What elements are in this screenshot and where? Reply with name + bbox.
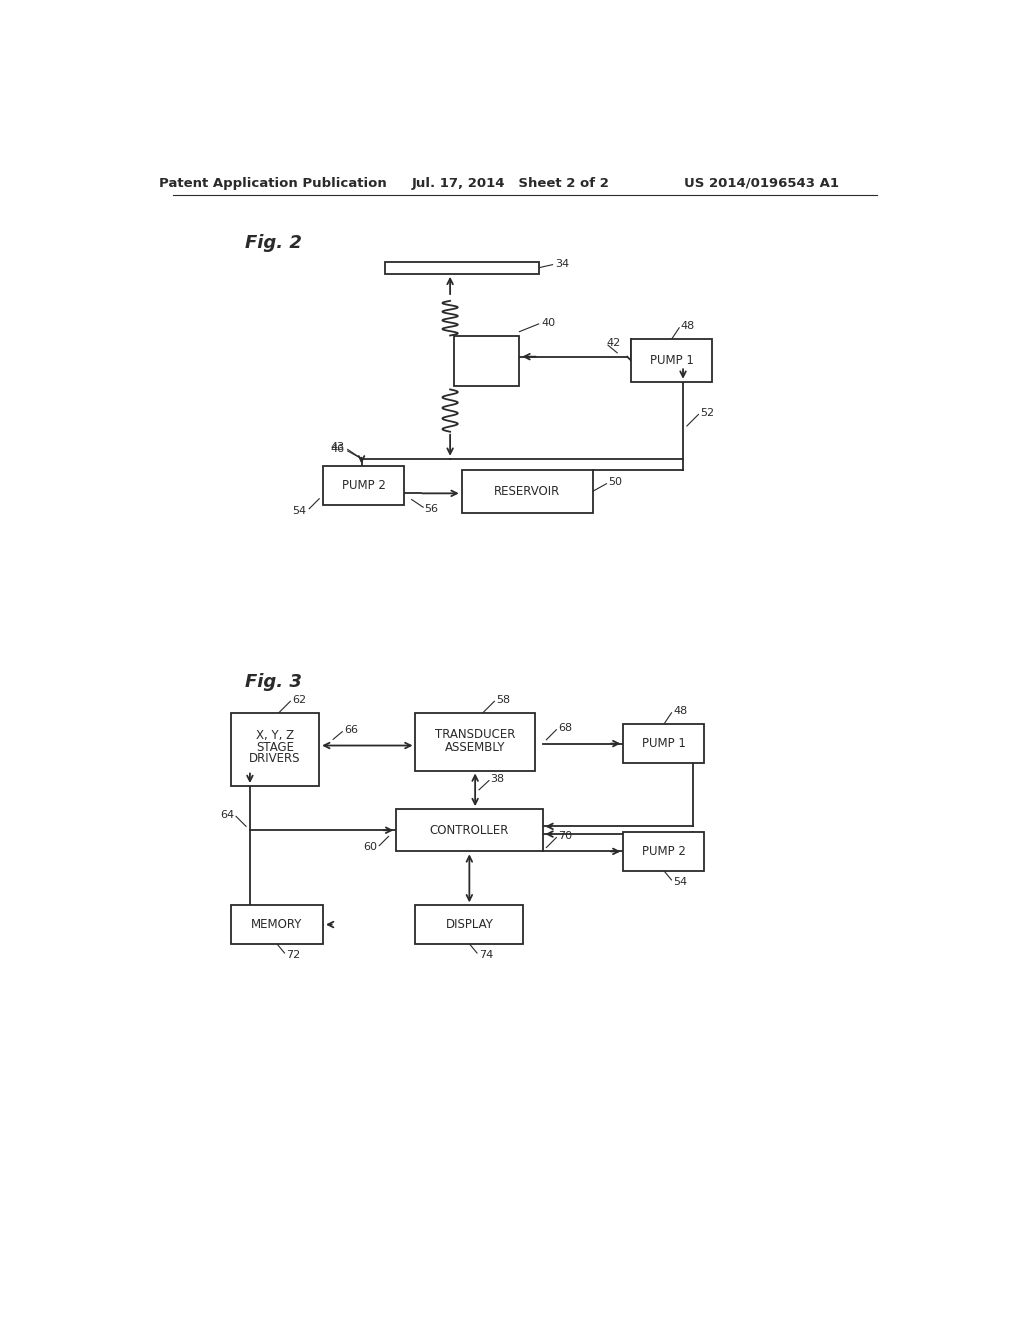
Text: 54: 54 <box>292 506 306 516</box>
Text: 52: 52 <box>700 408 714 418</box>
Bar <box>631 339 712 381</box>
Bar <box>385 261 539 275</box>
Bar <box>230 906 323 944</box>
Text: 62: 62 <box>292 694 306 705</box>
Text: X, Y, Z: X, Y, Z <box>256 729 294 742</box>
Text: 54: 54 <box>673 878 687 887</box>
Text: DRIVERS: DRIVERS <box>249 752 301 766</box>
Text: 38: 38 <box>490 774 505 784</box>
Text: PUMP 2: PUMP 2 <box>342 479 385 492</box>
Bar <box>230 713 319 785</box>
Bar <box>416 713 535 771</box>
Text: 48: 48 <box>681 321 695 331</box>
Bar <box>323 466 403 506</box>
Text: PUMP 2: PUMP 2 <box>642 845 686 858</box>
Text: PUMP 1: PUMP 1 <box>649 354 693 367</box>
Text: 43: 43 <box>331 442 345 453</box>
Text: 34: 34 <box>556 259 569 269</box>
Text: 56: 56 <box>424 504 438 513</box>
Bar <box>454 335 519 385</box>
Bar <box>416 906 523 944</box>
Bar <box>396 809 543 851</box>
Bar <box>624 725 705 763</box>
Bar <box>462 470 593 512</box>
Text: STAGE: STAGE <box>256 741 294 754</box>
Text: US 2014/0196543 A1: US 2014/0196543 A1 <box>684 177 840 190</box>
Text: 72: 72 <box>286 950 300 961</box>
Text: PUMP 1: PUMP 1 <box>642 737 686 750</box>
Text: ASSEMBLY: ASSEMBLY <box>444 742 506 754</box>
Text: 66: 66 <box>344 725 357 735</box>
Text: CONTROLLER: CONTROLLER <box>430 824 509 837</box>
Text: 58: 58 <box>496 694 510 705</box>
Text: 60: 60 <box>364 842 378 853</box>
Text: Patent Application Publication: Patent Application Publication <box>159 177 387 190</box>
Text: Fig. 2: Fig. 2 <box>245 234 301 252</box>
Text: MEMORY: MEMORY <box>251 917 302 931</box>
Text: 64: 64 <box>220 810 234 820</box>
Text: RESERVOIR: RESERVOIR <box>494 484 560 498</box>
Text: DISPLAY: DISPLAY <box>445 917 494 931</box>
Text: 40: 40 <box>541 318 555 329</box>
Text: 42: 42 <box>606 338 621 347</box>
Text: 74: 74 <box>478 950 493 961</box>
Text: Jul. 17, 2014   Sheet 2 of 2: Jul. 17, 2014 Sheet 2 of 2 <box>412 177 609 190</box>
Text: Fig. 3: Fig. 3 <box>245 673 301 690</box>
Text: 70: 70 <box>558 832 572 841</box>
Text: 50: 50 <box>608 478 622 487</box>
Text: 46: 46 <box>331 445 345 454</box>
Text: TRANSDUCER: TRANSDUCER <box>435 729 515 742</box>
Text: 48: 48 <box>673 706 687 717</box>
Bar <box>624 832 705 871</box>
Text: 68: 68 <box>558 723 572 733</box>
